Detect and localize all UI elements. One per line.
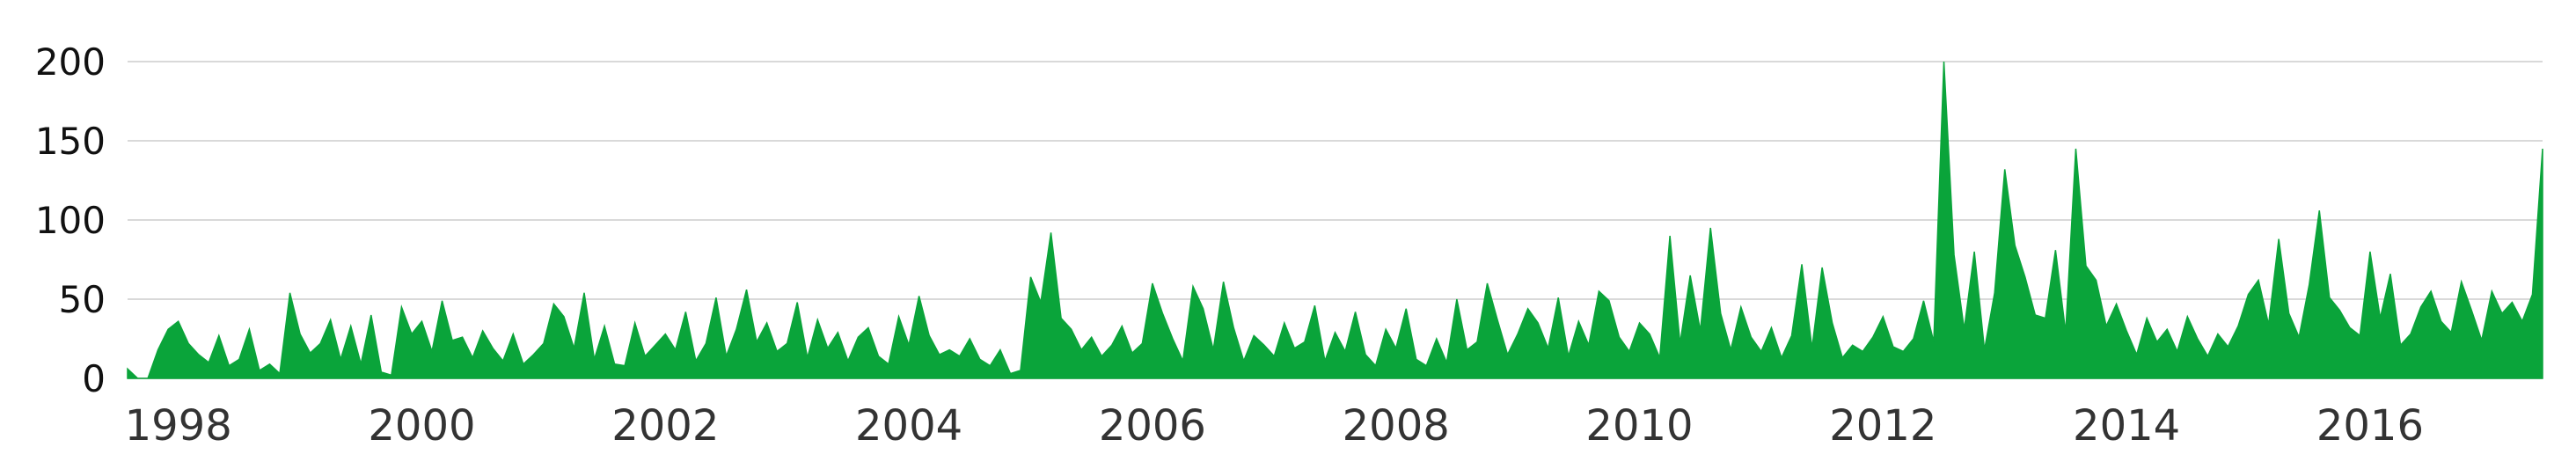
y-tick-label: 100 <box>35 199 106 242</box>
x-tick-label: 1998 <box>125 401 232 451</box>
x-tick-label: 2004 <box>855 401 962 451</box>
y-tick-layer: 0 50 100 150 200 <box>35 40 106 400</box>
x-tick-layer: 1998 2000 2002 2004 2006 2008 2010 2012 2014 2016 <box>125 401 2424 451</box>
x-tick-label: 2010 <box>1585 401 1693 451</box>
y-tick-label: 50 <box>59 278 106 321</box>
x-tick-label: 2012 <box>1829 401 1936 451</box>
grid-layer <box>128 61 2543 379</box>
x-tick-label: 2006 <box>1099 401 1206 451</box>
y-tick-label: 0 <box>82 357 106 400</box>
x-tick-label: 2002 <box>611 401 719 451</box>
series-area-0 <box>127 61 2543 379</box>
x-tick-label: 2000 <box>368 401 475 451</box>
area-layer <box>127 61 2543 379</box>
x-tick-label: 2014 <box>2073 401 2180 451</box>
x-tick-label: 2008 <box>1343 401 1450 451</box>
y-tick-label: 150 <box>35 120 106 163</box>
x-tick-label: 2016 <box>2316 401 2424 451</box>
y-tick-label: 200 <box>35 40 106 84</box>
